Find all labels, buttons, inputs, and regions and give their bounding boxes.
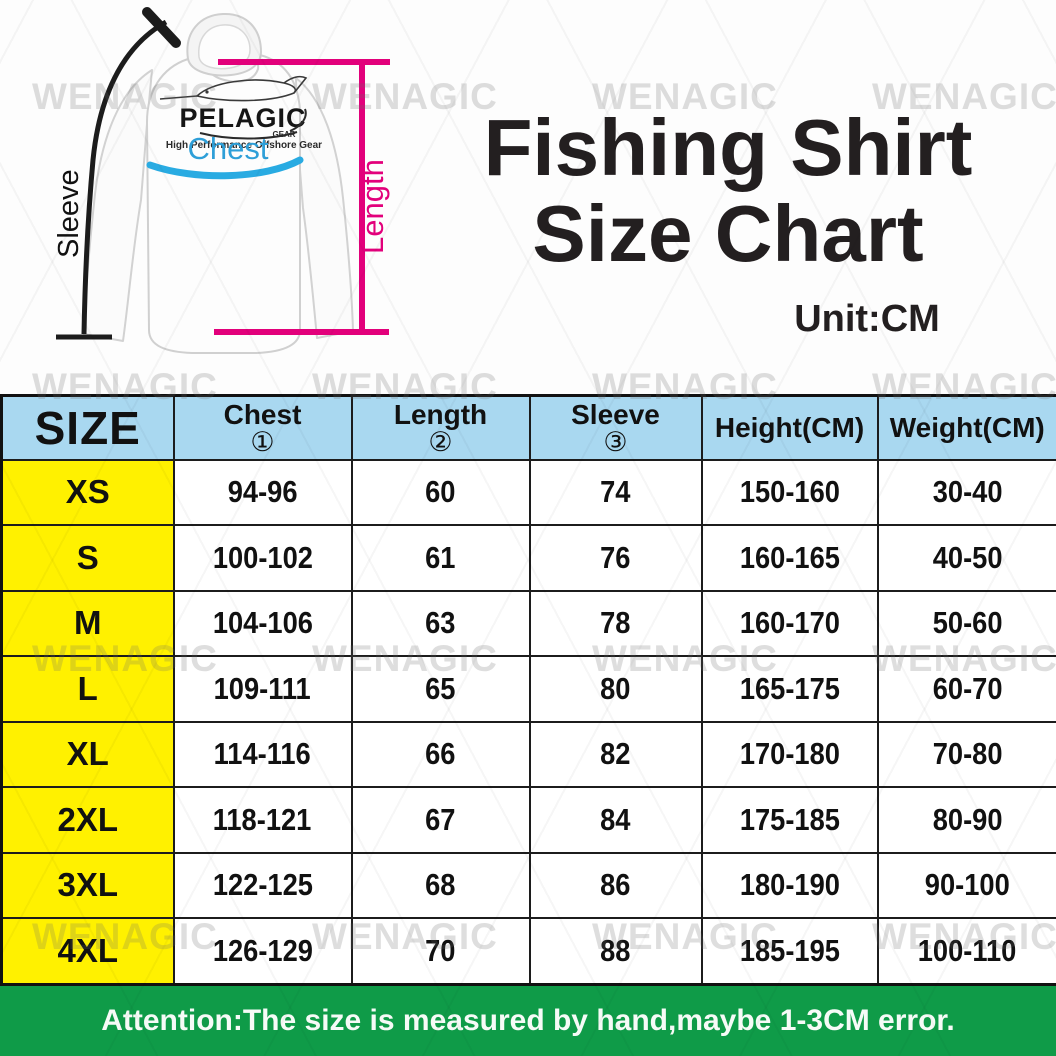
chest-measure: Chest	[146, 131, 304, 180]
table-row: 2XL 118-121 67 84 175-185 80-90	[0, 786, 1056, 854]
table-row: 3XL 122-125 68 86 180-190 90-100	[0, 851, 1056, 920]
length-cell: 60	[350, 458, 531, 527]
length-cell: 65	[350, 655, 531, 723]
sleeve-cell: 82	[528, 720, 703, 789]
chest-label: Chest	[188, 131, 269, 166]
height-cell: 185-195	[700, 917, 879, 986]
fish-icon	[195, 79, 297, 102]
chest-cell: 114-116	[172, 720, 353, 789]
size-cell: 4XL	[0, 917, 175, 986]
table-header-row: SIZE Chest ① Length ② Sleeve ③ Height(CM…	[0, 394, 1056, 461]
column-header-sleeve: Sleeve ③	[528, 394, 703, 461]
sleeve-line	[81, 19, 168, 335]
length-measure: Length	[214, 59, 390, 335]
table-row: XS 94-96 60 74 150-160 30-40	[0, 458, 1056, 527]
height-cell: 160-170	[700, 589, 879, 658]
chest-cell: 94-96	[172, 458, 353, 527]
sleeve-label: Sleeve	[53, 169, 85, 258]
size-table: SIZE Chest ① Length ② Sleeve ③ Height(CM…	[0, 394, 1056, 986]
column-header-height: Height(CM)	[700, 394, 879, 461]
brand-sub-text: GEAR	[272, 130, 295, 139]
size-cell: 3XL	[0, 851, 175, 920]
length-cell: 70	[350, 917, 531, 986]
table-row: 4XL 126-129 70 88 185-195 100-110	[0, 917, 1056, 986]
length-cell: 66	[350, 720, 531, 789]
brand-logo: PELAGIC GEAR High Performance Offshore G…	[159, 75, 322, 151]
weight-cell: 80-90	[876, 786, 1056, 854]
length-cell: 61	[350, 524, 531, 592]
circled-3-icon: ③	[603, 426, 628, 457]
chest-cell: 109-111	[172, 655, 353, 723]
chest-cell: 122-125	[172, 851, 353, 920]
height-cell: 170-180	[700, 720, 879, 789]
size-cell: M	[0, 589, 175, 658]
sleeve-cell: 78	[528, 589, 703, 658]
chest-cell: 118-121	[172, 786, 353, 854]
sleeve-cell: 88	[528, 917, 703, 986]
brand-tagline: High Performance Offshore Gear	[166, 140, 322, 151]
length-cell: 67	[350, 786, 531, 854]
brand-logo-text: PELAGIC	[179, 103, 306, 133]
shirt-diagram: PELAGIC GEAR High Performance Offshore G…	[53, 7, 390, 354]
weight-cell: 30-40	[876, 458, 1056, 527]
size-cell: XS	[0, 458, 175, 527]
chest-cell: 100-102	[172, 524, 353, 592]
length-cell: 63	[350, 589, 531, 658]
height-cell: 150-160	[700, 458, 879, 527]
length-label: Length	[355, 159, 390, 254]
weight-cell: 60-70	[876, 655, 1056, 723]
length-cell: 68	[350, 851, 531, 920]
chest-line	[146, 156, 304, 180]
table-row: L 109-111 65 80 165-175 60-70	[0, 655, 1056, 723]
weight-cell: 100-110	[876, 917, 1056, 986]
weight-cell: 40-50	[876, 524, 1056, 592]
sleeve-cell: 74	[528, 458, 703, 527]
sleeve-cell: 80	[528, 655, 703, 723]
height-cell: 160-165	[700, 524, 879, 592]
circled-1-icon: ①	[250, 426, 275, 457]
attention-text: Attention:The size is measured by hand,m…	[101, 1004, 955, 1037]
column-header-weight: Weight(CM)	[876, 394, 1056, 461]
weight-cell: 70-80	[876, 720, 1056, 789]
table-row: XL 114-116 66 82 170-180 70-80	[0, 720, 1056, 789]
size-cell: L	[0, 655, 175, 723]
column-header-chest: Chest ①	[172, 394, 353, 461]
size-header-label: SIZE	[34, 401, 141, 454]
page-title-line1: Fishing Shirt	[483, 103, 973, 192]
size-cell: XL	[0, 720, 175, 789]
hoodie-illustration	[83, 12, 354, 354]
unit-label: Unit:CM	[794, 298, 940, 340]
sleeve-cell: 86	[528, 851, 703, 920]
sleeve-cell: 76	[528, 524, 703, 592]
column-header-length: Length ②	[350, 394, 531, 461]
table-row: S 100-102 61 76 160-165 40-50	[0, 524, 1056, 592]
weight-cell: 90-100	[876, 851, 1056, 920]
size-cell: 2XL	[0, 786, 175, 854]
weight-cell: 50-60	[876, 589, 1056, 658]
attention-bar: Attention:The size is measured by hand,m…	[0, 986, 1056, 1056]
sleeve-measure: Sleeve	[53, 7, 181, 340]
height-cell: 165-175	[700, 655, 879, 723]
chest-cell: 104-106	[172, 589, 353, 658]
size-cell: S	[0, 524, 175, 592]
chest-cell: 126-129	[172, 917, 353, 986]
top-section: PELAGIC GEAR High Performance Offshore G…	[0, 0, 1056, 394]
table-row: M 104-106 63 78 160-170 50-60	[0, 589, 1056, 658]
column-header-size: SIZE	[0, 394, 175, 461]
circled-2-icon: ②	[428, 426, 453, 457]
page-title-line2: Size Chart	[532, 189, 924, 278]
sleeve-cell: 84	[528, 786, 703, 854]
height-cell: 175-185	[700, 786, 879, 854]
height-cell: 180-190	[700, 851, 879, 920]
